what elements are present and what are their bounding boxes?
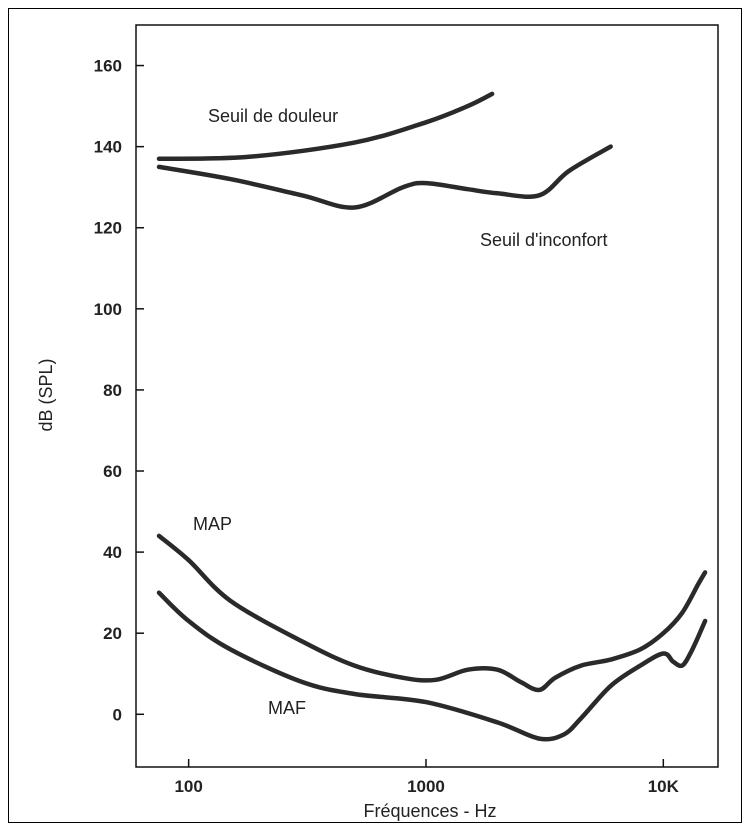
annotations: Seuil de douleur Seuil d'inconfort MAP M… [193, 106, 608, 718]
annotation-map: MAP [193, 514, 232, 534]
ticks: 0 20 40 60 80 100 120 140 160 100 1000 10K [94, 57, 680, 796]
series-line-seuil-d-inconfort [156, 144, 613, 210]
series-line-seuil-de-douleur [156, 91, 495, 162]
y-tick-label: 100 [94, 300, 122, 319]
y-tick-label: 140 [94, 138, 122, 157]
x-axis-title: Fréquences - Hz [363, 801, 496, 821]
annotation-seuil-inconfort: Seuil d'inconfort [480, 230, 608, 250]
x-tick-label: 1000 [407, 777, 445, 796]
y-axis-title: dB (SPL) [36, 358, 56, 431]
y-tick-label: 60 [103, 462, 122, 481]
y-tick-label: 160 [94, 57, 122, 76]
y-tick-label: 120 [94, 219, 122, 238]
series-line-maf [156, 590, 708, 742]
x-tick-label: 100 [174, 777, 202, 796]
plot-area [135, 24, 719, 768]
y-tick-label: 20 [103, 624, 122, 643]
curves [156, 91, 708, 742]
annotation-maf: MAF [268, 698, 306, 718]
y-tick-label: 80 [103, 381, 122, 400]
annotation-seuil-douleur: Seuil de douleur [208, 106, 338, 126]
x-tick-label: 10K [648, 777, 680, 796]
y-tick-label: 40 [103, 543, 122, 562]
y-tick-label: 0 [113, 705, 122, 724]
figure-frame [8, 8, 742, 823]
series-line-map [156, 533, 708, 693]
